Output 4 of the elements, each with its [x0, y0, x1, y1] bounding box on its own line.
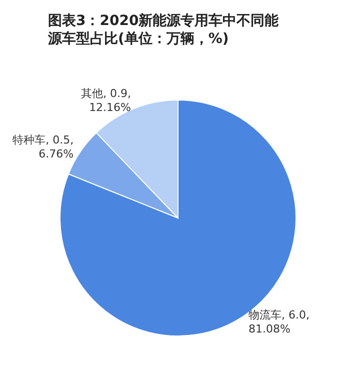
slice-label: 特种车, 0.5, 6.76% — [12, 133, 74, 160]
slice-label: 物流车, 6.0, 81.08% — [248, 308, 310, 336]
chart-title: 图表3：2020新能源专用车中不同能源车型占比(单位：万辆，%) — [47, 12, 280, 48]
slice-label: 其他, 0.9, 12.16% — [81, 87, 132, 114]
